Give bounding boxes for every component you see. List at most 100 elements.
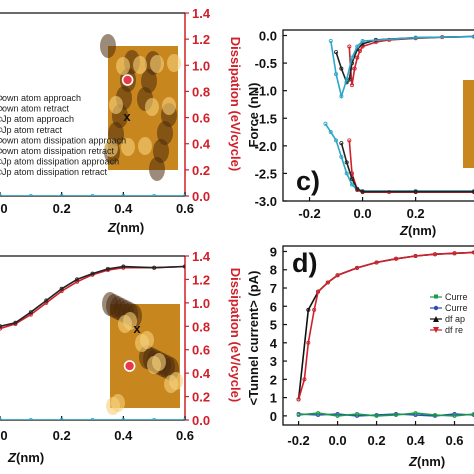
a-legend-swatch [0,127,3,133]
d-series-3-point [452,413,457,418]
a-ytick-label: 0.2 [192,163,210,178]
b-series-1-point [121,264,126,269]
b-series-1-point [152,265,157,270]
b-series-group [0,264,185,420]
b-stm-inset: x [102,292,183,415]
c-series-2-point [355,44,360,49]
a-legend-swatch [0,148,3,154]
c-series-group [323,34,474,195]
c-xlabel-unit: (nm) [408,223,436,238]
c-series-1-point [347,77,352,82]
d-ytick-label: 5 [270,318,277,333]
a-stm-inset-bright-spot [145,98,159,116]
b-series-1-point [183,264,185,269]
d-legend-marker [433,305,439,311]
a-series-0-point [183,7,186,10]
d-xtick-label: 0.0 [329,433,347,448]
d-series-3-point [355,412,360,417]
d-ytick-label: 8 [270,263,277,278]
d-legend-marker [433,327,439,333]
d-series-1-point [413,254,418,259]
c-ylabel: Force (nN) [246,83,261,148]
d-series-1-point [306,340,311,345]
d-legend-entry: df re [445,325,463,335]
a-xlabel-var: Z [107,220,117,235]
a-series-0-point [0,7,2,10]
a-ytick-label: 0.8 [192,84,210,99]
a-series-group [0,7,186,196]
b-series-1-line [0,265,185,328]
a-legend-swatch [0,106,3,111]
a-stm-inset-bright-spot [162,97,176,115]
d-series-1-point [296,397,301,402]
d-series-3-line [298,412,474,417]
c-series-3-point [349,182,354,187]
c-series-2-point [349,55,354,60]
a-series-1-point [90,194,95,196]
b-ytick-label: 0.4 [192,366,211,381]
b-ytick-label: 0.2 [192,390,210,405]
c-series-3-point [334,138,339,143]
a-legend-swatch [0,159,3,164]
d-ytick-label: 6 [270,299,277,314]
a-legend-swatch [0,138,3,143]
d-ytick-label: 4 [270,336,278,351]
d-series-1-point [374,260,379,265]
a-legend-entry: Jp atom retract [2,125,63,135]
d-legend-entry: Curre [445,292,468,302]
c-stm-inset [463,80,474,168]
c-xlabel-var: Z [399,223,409,238]
a-stm-inset-site-marker [121,74,134,86]
a-ytick-label: 0.6 [192,111,210,126]
a-stm-inset-bright-spot [104,139,118,157]
a-xlabel-unit: (nm) [116,220,144,235]
a-ytick-label: 1.0 [192,58,210,73]
a-series-1-point [59,194,64,196]
d-ytick-label: 0 [270,409,277,424]
d-xtick-label: -0.2 [287,433,309,448]
b-series-2-point [0,418,2,420]
a-stm-inset-bright-spot [133,56,147,74]
d-series-3-point [316,411,321,416]
b-series-1-point [13,320,18,325]
c-series-5-point [349,176,354,181]
b-ytick-label: 0.6 [192,343,210,358]
d-series-3-point [335,413,340,418]
c-series-0-point [349,83,354,88]
c-series-2-point [413,35,418,40]
a-series-0-point [29,7,32,10]
a-series-1-point [183,194,185,196]
b-stm-inset-bright-spot [140,331,154,349]
a-legend-entry: Jp atom dissipation retract [2,167,108,177]
d-series-1-point [316,289,321,294]
d-series-1-point [394,256,399,261]
c-panel-label: c) [296,166,320,196]
d-series-1-point [312,307,317,312]
d-series-3-point [374,413,379,418]
c-series-5-line [340,142,474,193]
a-legend-entry: Jp atom dissipation approach [2,157,119,167]
b-series-1-point [28,310,33,315]
a-legend-entry: own atom retract [2,104,70,114]
a-series-0-point [122,7,125,10]
c-ytick-label: -3.0 [255,194,277,209]
b-stm-inset-site-marker [123,360,136,372]
a-stm-inset: x [100,34,181,181]
b-series-1-point [75,277,80,282]
a-stm-inset-x-marker: x [123,109,131,124]
b-series-2-point [183,418,185,420]
c-series-0-point [352,66,357,71]
b-series-1-point [105,266,110,271]
c-series-3-point [344,171,349,176]
c-ytick-label: -0.5 [255,56,277,71]
b-series-2-point [152,418,157,420]
d-panel-label: d) [292,248,317,278]
d-series-3-point [413,411,418,416]
c-series-4-line [348,140,474,193]
a-legend-entry: own atom dissipation retract [2,146,115,156]
d-series-3-point [394,412,399,417]
d-series-1-point [452,251,457,256]
a-stm-inset-dark-spot [100,34,116,58]
b-ytick-label: 1.0 [192,296,210,311]
